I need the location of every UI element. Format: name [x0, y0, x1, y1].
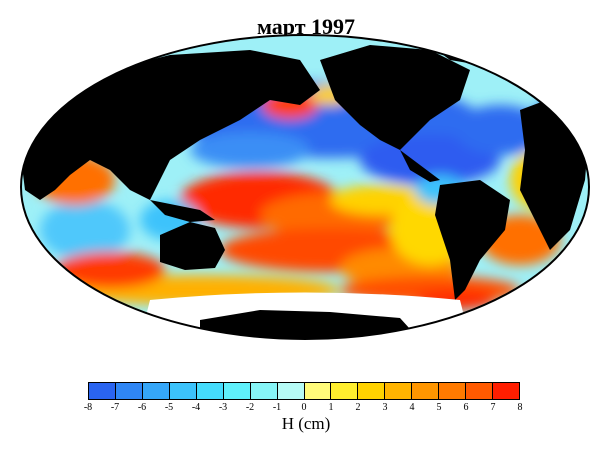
- colorbar-tick-label: -4: [191, 402, 201, 413]
- colorbar-cell: [89, 383, 116, 399]
- globe-outline: [20, 34, 590, 340]
- antarctica: [200, 310, 420, 339]
- colorbar-cell: [385, 383, 413, 399]
- colorbar-cell: [277, 383, 305, 399]
- colorbar-tick-label: 0: [301, 402, 307, 413]
- colorbar-cell: [412, 383, 440, 399]
- colorbar-tick-label: 1: [328, 402, 334, 413]
- colorbar-tick-label: -3: [218, 402, 228, 413]
- colorbar-cell: [493, 383, 519, 399]
- colorbar-tick-label: 8: [517, 402, 523, 413]
- colorbar-tick-label: -5: [164, 402, 174, 413]
- colorbar-tick-label: -8: [83, 402, 93, 413]
- colorbar-cell: [439, 383, 467, 399]
- colorbar-unit-label: H (cm): [281, 414, 331, 433]
- colorbar-cell: [169, 383, 197, 399]
- colorbar-tick-label: 4: [409, 402, 415, 413]
- colorbar-cell: [115, 383, 143, 399]
- colorbar-tick-label: 2: [355, 402, 361, 413]
- colorbar-cell: [466, 383, 494, 399]
- colorbar-cell: [142, 383, 170, 399]
- colorbar-tick-label: 5: [436, 402, 442, 413]
- colorbar-tick-label: 3: [382, 402, 388, 413]
- colorbar-tick-label: -6: [137, 402, 147, 413]
- colorbar-cell: [358, 383, 386, 399]
- anomaly-field: [35, 82, 575, 310]
- colorbar-cell: [223, 383, 251, 399]
- colorbar-cell: [304, 383, 332, 399]
- colorbar-cell: [250, 383, 278, 399]
- colorbar-cell: [196, 383, 224, 399]
- colorbar-tick-label: -2: [245, 402, 255, 413]
- colorbar-ticks: -8 -7 -6 -5 -4 -3 -2 -1 0 1 2 3 4 5 6 7 8: [84, 402, 523, 416]
- colorbar: [88, 382, 520, 400]
- colorbar-tick-label: 6: [463, 402, 469, 413]
- colorbar-cell: [331, 383, 359, 399]
- colorbar-tick-label: 7: [490, 402, 496, 413]
- colorbar-tick-label: -1: [272, 402, 282, 413]
- colorbar-tick-label: -7: [110, 402, 120, 413]
